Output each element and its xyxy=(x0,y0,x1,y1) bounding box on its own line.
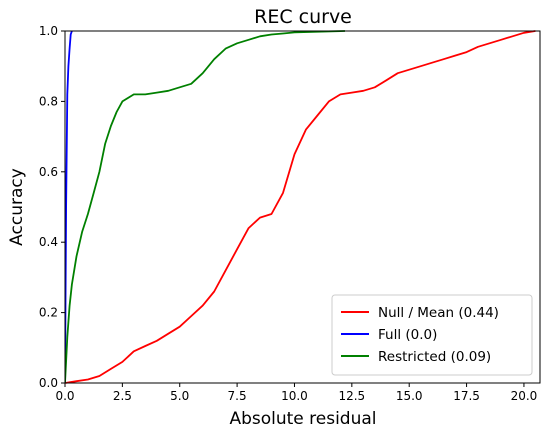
legend-label: Full (0.0) xyxy=(378,327,437,343)
y-axis-title: Accuracy xyxy=(7,168,27,246)
x-tick-label: 2.5 xyxy=(113,389,132,403)
series-line-1 xyxy=(65,30,73,384)
x-tick-label: 0.0 xyxy=(55,389,74,403)
y-tick-label: 0.2 xyxy=(39,306,58,320)
y-axis-ticks: 0.0 0.2 0.4 0.6 0.8 1.0 xyxy=(39,24,65,390)
y-tick-label: 0.4 xyxy=(39,235,58,249)
x-tick-label: 10.0 xyxy=(281,389,308,403)
y-tick-label: 0.8 xyxy=(39,94,58,108)
x-tick-label: 15.0 xyxy=(396,389,423,403)
x-tick-label: 20.0 xyxy=(511,389,538,403)
series-layer xyxy=(65,30,536,384)
plot-frame xyxy=(64,30,541,384)
legend-box xyxy=(331,294,533,376)
x-axis-title: Absolute residual xyxy=(229,409,376,429)
x-tick-label: 5.0 xyxy=(170,389,189,403)
y-tick-label: 1.0 xyxy=(39,24,58,38)
y-tick-label: 0.0 xyxy=(39,376,58,390)
series-line-2 xyxy=(65,30,346,384)
legend: Null / Mean (0.44) Full (0.0) Restricted (… xyxy=(331,294,533,376)
legend-label: Null / Mean (0.44) xyxy=(378,305,499,321)
y-tick-label: 0.6 xyxy=(39,165,58,179)
x-tick-label: 7.5 xyxy=(228,389,247,403)
series-line-0 xyxy=(65,30,536,384)
x-tick-label: 12.5 xyxy=(338,389,365,403)
legend-label: Restricted (0.09) xyxy=(378,349,491,365)
x-axis-ticks: 0.0 2.5 5.0 7.5 10.0 12.5 15.0 17.5 20.0 xyxy=(55,383,537,403)
x-tick-label: 17.5 xyxy=(453,389,480,403)
chart-title: REC curve xyxy=(254,6,352,28)
